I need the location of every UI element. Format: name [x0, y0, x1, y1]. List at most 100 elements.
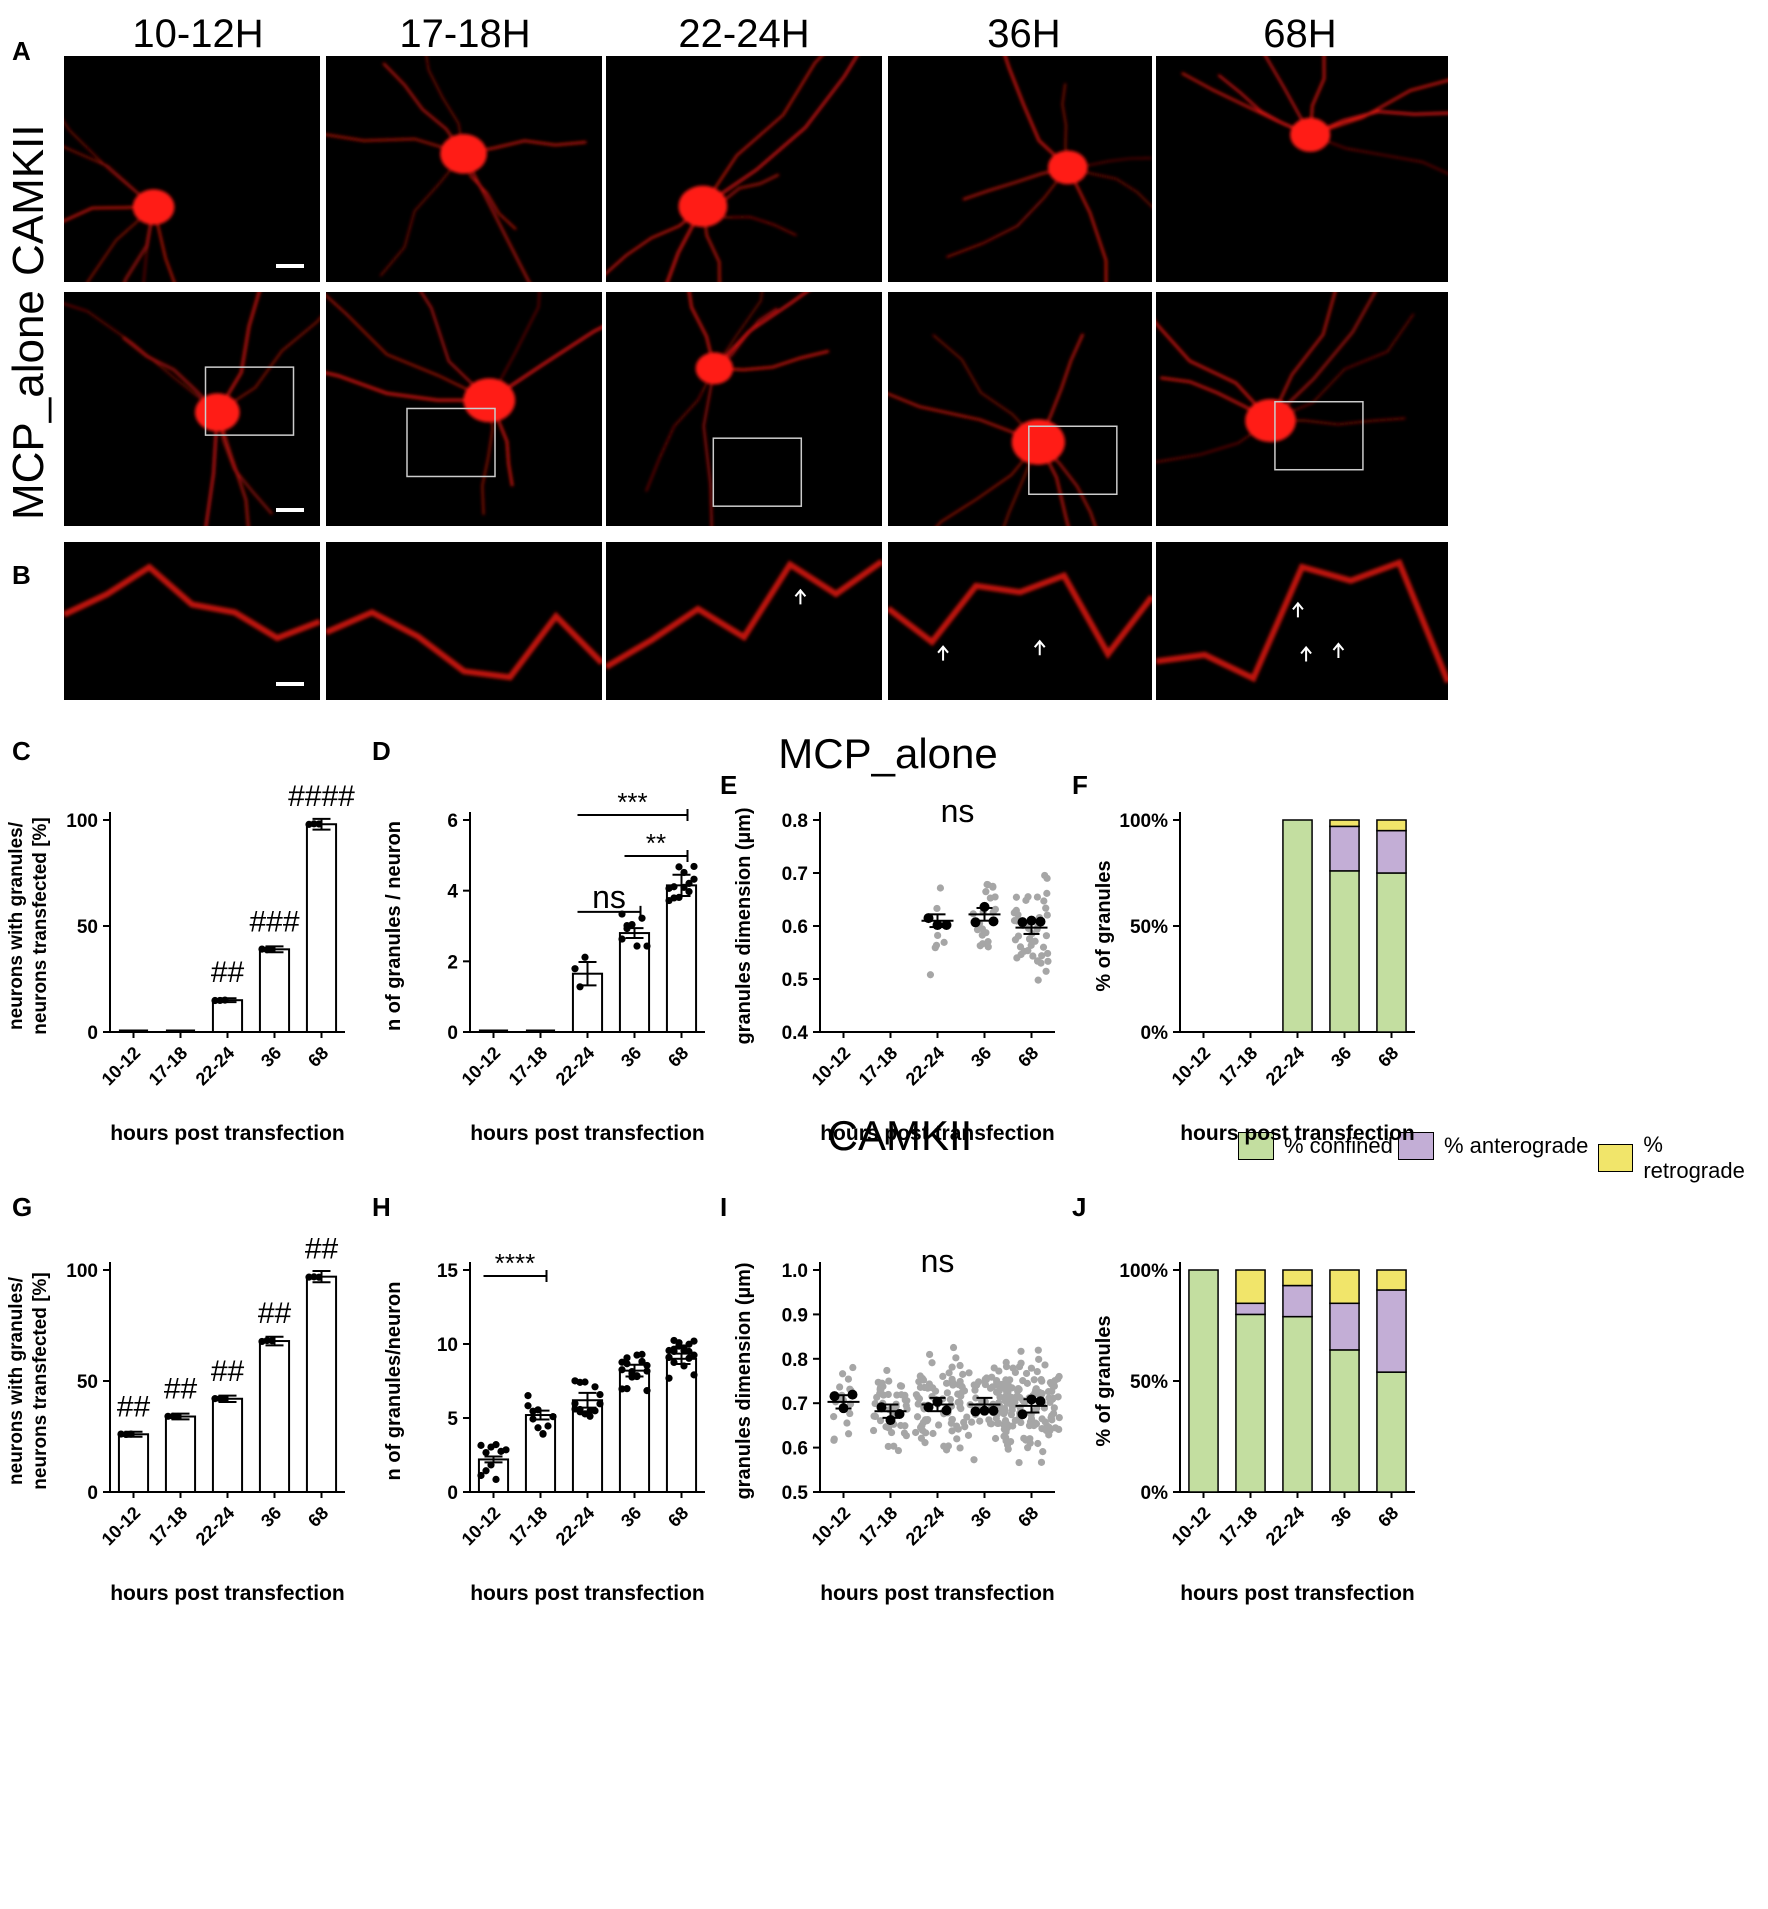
data-point — [211, 1395, 219, 1403]
neurite — [1156, 321, 1272, 422]
micrograph-svg — [326, 609, 602, 681]
data-point — [1033, 893, 1042, 901]
bar — [305, 1275, 338, 1493]
neurite — [143, 206, 155, 282]
data-point — [1002, 1358, 1010, 1367]
data-point — [685, 888, 693, 896]
stacked-segment-retrograde — [1376, 1269, 1407, 1291]
x-tick-label: 22-24 — [552, 1503, 599, 1550]
x-tick-label: 17-18 — [505, 1503, 552, 1550]
granule-arrow — [794, 588, 807, 605]
y-tick-label: 0 — [87, 1023, 98, 1044]
bar — [211, 999, 244, 1033]
panel-letter-h: H — [372, 1192, 391, 1222]
data-point — [633, 942, 641, 950]
data-point — [477, 1471, 485, 1480]
data-point — [127, 1430, 135, 1438]
micrograph-svg — [326, 56, 587, 282]
y-tick-label: 50% — [1130, 917, 1168, 938]
y-tick-label: 0.5 — [782, 970, 809, 991]
data-point — [1037, 1458, 1046, 1466]
data-point — [571, 1377, 579, 1385]
neurite — [946, 166, 1069, 258]
data-point — [315, 1273, 323, 1281]
data-point — [897, 1382, 906, 1390]
y-tick-label: 0 — [447, 1483, 458, 1504]
data-point — [268, 945, 276, 954]
neurite — [1264, 56, 1312, 136]
panel-letter-b: B — [12, 560, 31, 590]
soma — [695, 352, 734, 385]
data-point — [843, 1419, 851, 1427]
data-point — [1041, 1418, 1049, 1426]
data-point — [492, 1475, 500, 1484]
data-point — [981, 1380, 989, 1389]
y-tick-label: 100 — [66, 811, 98, 832]
neurite — [216, 411, 250, 526]
micrograph-camkii-2 — [326, 56, 602, 282]
y-tick-label: 2 — [447, 952, 458, 973]
replicate-mean — [1017, 917, 1028, 928]
micrograph-zoom-2 — [326, 542, 602, 700]
panel-letter-d: D — [372, 736, 391, 766]
data-point — [586, 1407, 594, 1415]
micrograph-content — [888, 333, 1097, 526]
y-tick-label: 0.4 — [782, 1023, 809, 1044]
y-tick-label: 4 — [447, 882, 458, 903]
soma — [1245, 399, 1296, 443]
data-point — [973, 926, 982, 934]
row-label-mcp-alone: MCP_alone — [4, 290, 53, 520]
x-tick-label: 22-24 — [902, 1043, 949, 1090]
data-point — [1042, 932, 1051, 940]
x-tick-label: 10-12 — [98, 1043, 145, 1090]
section-title-mcp-alone: MCP_alone — [778, 730, 998, 777]
data-point — [830, 1413, 838, 1421]
data-point — [670, 883, 678, 891]
replicate-mean — [988, 916, 999, 927]
data-point — [1034, 1346, 1042, 1354]
data-point — [643, 1361, 651, 1370]
y-axis-label: granules dimension (µm) — [733, 807, 755, 1044]
x-tick-label: 22-24 — [192, 1503, 239, 1550]
x-tick-label: 17-18 — [145, 1043, 192, 1090]
data-point — [972, 1394, 980, 1402]
data-point — [838, 1370, 847, 1378]
micrograph-content — [946, 56, 1152, 282]
neurite — [932, 334, 1039, 443]
data-point — [948, 1416, 956, 1424]
panel-letter-j: J — [1072, 1192, 1087, 1222]
data-point — [946, 1395, 955, 1404]
x-tick-label: 17-18 — [1215, 1503, 1262, 1550]
legend-swatch-anterograde — [1398, 1132, 1434, 1160]
column-header-36h: 36H — [987, 12, 1061, 56]
data-point — [1033, 1367, 1041, 1376]
column-header-10-12h: 10-12H — [132, 12, 264, 56]
y-tick-label: 100% — [1119, 1261, 1168, 1282]
neurite — [1270, 313, 1415, 422]
data-point — [948, 1363, 956, 1371]
data-point — [1035, 1355, 1043, 1363]
panel-letter-i: I — [720, 1192, 728, 1222]
x-tick-label: 10-12 — [808, 1043, 855, 1090]
significance-annotation: ## — [211, 1355, 245, 1388]
neurite — [1309, 134, 1448, 175]
neurite — [462, 153, 531, 282]
y-tick-label: 6 — [447, 811, 458, 832]
neurite — [665, 205, 705, 282]
data-point — [534, 1424, 542, 1432]
chart-j: 0% 50% 100% 10-12 17-18 22-24 36 68 hours post t… — [1070, 1230, 1430, 1610]
replicate-mean — [941, 1405, 952, 1416]
micrograph-content — [645, 292, 830, 526]
y-tick-label: 0.9 — [782, 1305, 808, 1326]
data-point — [221, 996, 229, 1004]
data-point — [952, 1354, 960, 1362]
neurite — [123, 206, 155, 282]
x-axis-label: hours post transfection — [470, 1582, 705, 1605]
significance-annotation: ns — [921, 1243, 955, 1279]
micrograph-camkii-4 — [888, 56, 1152, 282]
stacked-segment-retrograde — [1282, 1269, 1313, 1287]
soma — [1011, 419, 1066, 465]
x-tick-label: 36 — [257, 1503, 285, 1531]
replicate-mean — [970, 917, 981, 928]
micrograph-svg — [645, 292, 830, 526]
